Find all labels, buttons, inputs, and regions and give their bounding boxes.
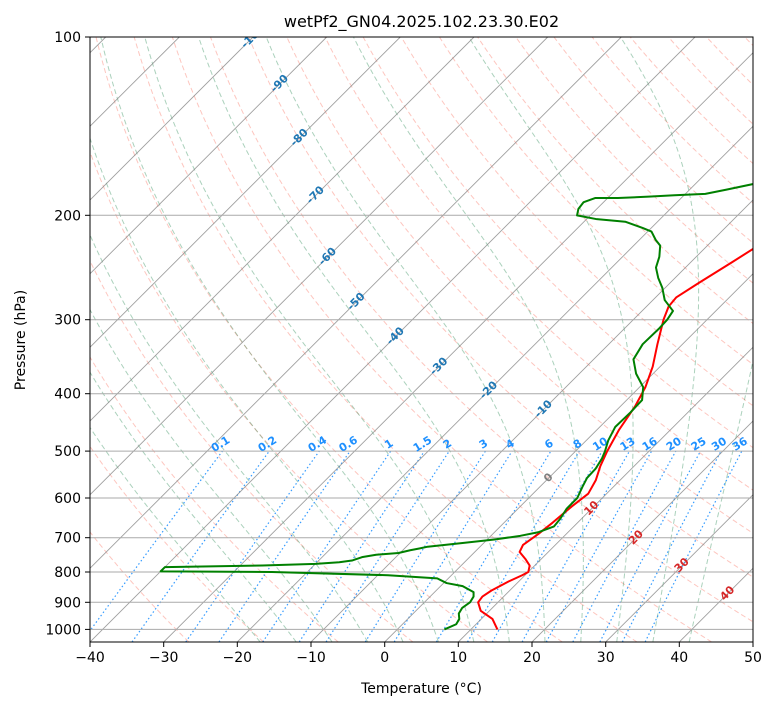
- temperature-line: [477, 247, 753, 630]
- x-tick-label: −30: [149, 650, 179, 666]
- x-tick-label: 20: [523, 650, 541, 666]
- dry-adiabat-40: [171, 37, 712, 642]
- moist-adiabat-15: [198, 37, 510, 642]
- mixing-ratio-line-36: [644, 450, 743, 642]
- y-axis: 1000 900 800 700 600 500 400 300 200 100: [45, 30, 90, 638]
- dry-adiabat-60: [248, 37, 753, 578]
- mixing-ratio-line-0.6: [218, 450, 351, 642]
- x-axis: −40 −30 −20 −10 0 10 20 30 40 50: [75, 642, 762, 666]
- x-tick-label: 10: [449, 650, 467, 666]
- mixing-ratio-line-0.1: [90, 450, 223, 632]
- x-tick-label: 50: [744, 650, 762, 666]
- mixing-ratio-lines: [90, 450, 743, 642]
- x-tick-label: 40: [670, 650, 688, 666]
- dry-adiabat-30: [133, 37, 638, 642]
- y-tick-label: 100: [54, 30, 81, 46]
- isotherm-20: [531, 420, 753, 642]
- y-tick-label: 500: [54, 444, 81, 460]
- isotherm--30: [163, 52, 753, 642]
- y-tick-label: 200: [54, 208, 81, 224]
- isotherm-10: [457, 346, 753, 642]
- chart-title: wetPf2_GN04.2025.102.23.30.E02: [284, 12, 559, 32]
- moist-adiabat-35: [620, 37, 700, 642]
- mixing-ratio-line-4: [393, 450, 513, 642]
- isotherm--70: [90, 37, 475, 422]
- dry-adiabat--10: [90, 356, 339, 642]
- y-tick-label: 700: [54, 531, 81, 547]
- pressure-gridlines: [90, 37, 753, 630]
- isotherm--40: [90, 37, 696, 642]
- dewpoint-line: [159, 183, 753, 631]
- dry-adiabat--20: [90, 445, 264, 642]
- isotherm--50: [90, 37, 622, 569]
- isotherms: [90, 37, 753, 642]
- isotherm-30: [605, 494, 753, 642]
- dry-adiabat-130: [515, 37, 753, 284]
- moist-adiabat-0: [90, 136, 404, 642]
- dry-adiabat-100: [400, 37, 753, 407]
- plot-area: -100-90-80-70-60-50-40-30-20-10010203040…: [90, 37, 753, 642]
- y-axis-label: Pressure (hPa): [13, 290, 29, 390]
- dry-adiabat-50: [210, 37, 753, 623]
- mixing-ratio-labels: 0.1 0.2 0.4 0.6 1 1.5 2 3 4 6 8 10 13 16 20 25 30 36: [209, 433, 750, 455]
- dry-adiabat-20: [95, 37, 563, 642]
- x-tick-label: 30: [597, 650, 615, 666]
- dry-adiabat--30: [90, 531, 190, 642]
- isotherm--90: [90, 37, 328, 275]
- x-tick-label: −10: [296, 650, 326, 666]
- moist-adiabat-10: [144, 37, 475, 642]
- moist-adiabats: [90, 37, 753, 642]
- mixing-ratio-line-1: [262, 450, 392, 642]
- moist-adiabat-20: [265, 37, 546, 642]
- mixing-ratio-line-0.4: [185, 450, 320, 642]
- isotherm--60: [90, 37, 549, 496]
- moist-adiabat--20: [90, 426, 261, 642]
- isotherm--10: [310, 199, 753, 642]
- profile-lines: [159, 183, 753, 631]
- moist-adiabat--5: [90, 233, 369, 642]
- dry-adiabat-80: [324, 37, 753, 491]
- x-tick-label: 0: [380, 650, 389, 666]
- x-axis-label: Temperature (°C): [360, 681, 482, 697]
- y-tick-label: 300: [54, 313, 81, 329]
- mixing-ratio-line-0.2: [131, 450, 270, 642]
- isotherm--80: [90, 37, 401, 348]
- isotherm--100: [90, 37, 254, 201]
- plot-frame: [89, 36, 754, 643]
- isotherm--20: [236, 125, 753, 642]
- mixing-ratio-line-20: [572, 450, 677, 642]
- mixing-ratio-line-1.5: [298, 450, 425, 642]
- dry-adiabat-110: [439, 37, 753, 366]
- moist-adiabat-5: [100, 37, 439, 642]
- y-tick-label: 400: [54, 387, 81, 403]
- mixing-ratio-line-16: [545, 450, 653, 642]
- moist-adiabat-40: [688, 358, 753, 642]
- x-tick-label: −20: [223, 650, 253, 666]
- mixing-ratio-line-2: [325, 450, 450, 642]
- y-tick-label: 800: [54, 565, 81, 581]
- dry-adiabat-10: [90, 150, 488, 642]
- moist-adiabat--10: [90, 308, 333, 642]
- moist-adiabat-25: [353, 37, 584, 642]
- y-tick-label: 600: [54, 491, 81, 507]
- y-tick-label: 1000: [45, 622, 81, 638]
- x-tick-label: −40: [75, 650, 105, 666]
- y-tick-label: 900: [54, 595, 81, 611]
- mixing-ratio-line-13: [521, 450, 631, 642]
